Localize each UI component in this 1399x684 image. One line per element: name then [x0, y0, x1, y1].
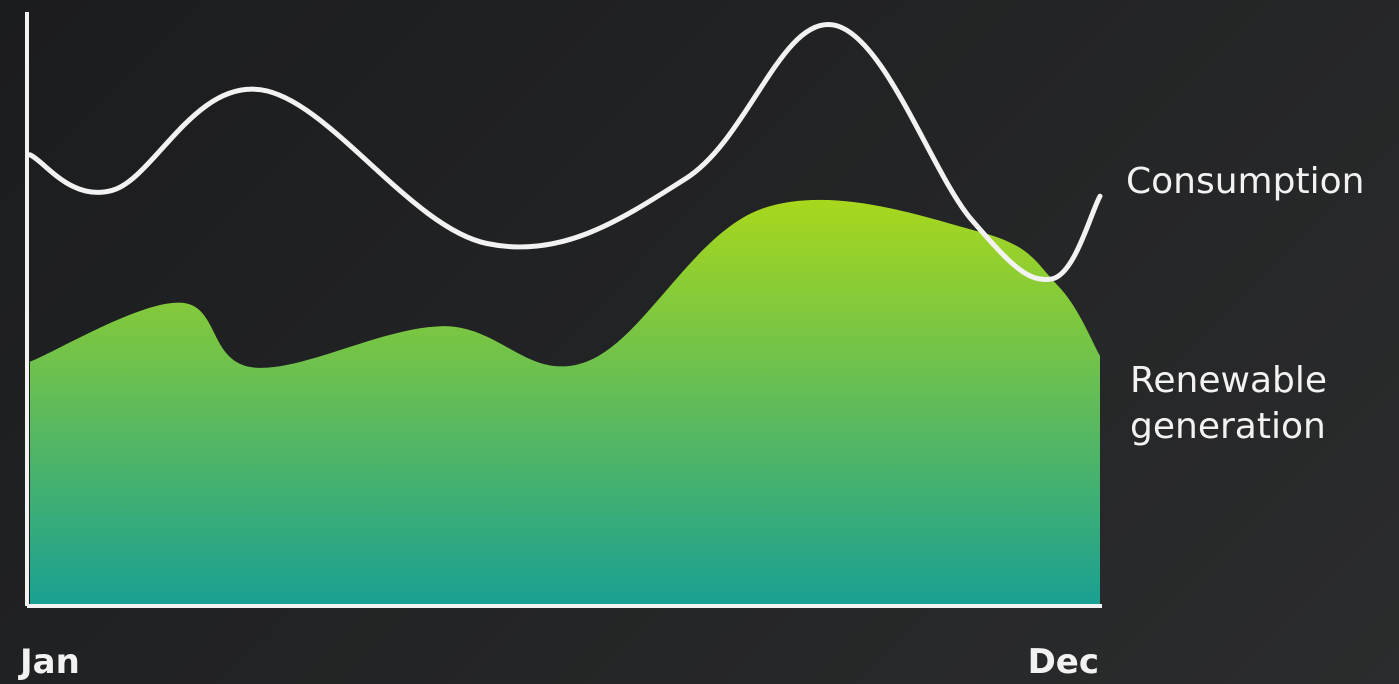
x-tick-label-end: Dec — [1028, 642, 1099, 682]
series-label-consumption: Consumption — [1126, 161, 1364, 202]
renewable-generation-area — [30, 199, 1100, 604]
series-label-renewable: Renewable generation — [1130, 360, 1327, 447]
series-label-renewable-line: generation — [1130, 406, 1326, 447]
x-tick-label-start: Jan — [18, 642, 80, 682]
consumption-line — [27, 22, 1103, 283]
series-label-renewable-line: Renewable — [1130, 360, 1327, 401]
